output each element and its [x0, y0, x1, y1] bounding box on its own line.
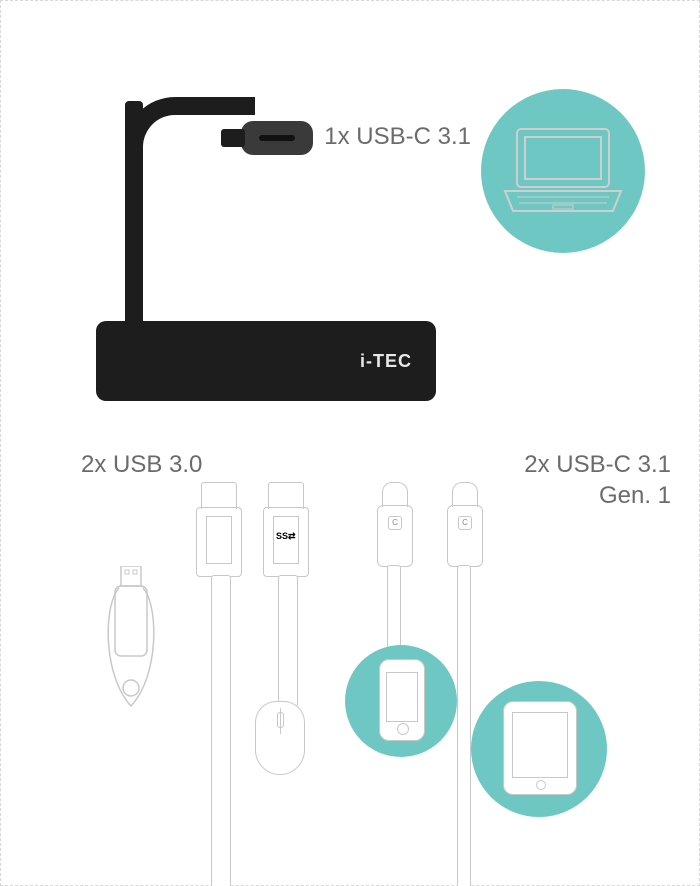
superspeed-label: SS⇄: [276, 531, 296, 542]
usb-c-connector: [241, 121, 313, 155]
brand-logo: i-TEC: [360, 351, 412, 372]
mouse-icon: [255, 701, 305, 775]
label-right: 2x USB-C 3.1 Gen. 1: [471, 449, 671, 511]
usb-c-cable-2: [457, 565, 471, 886]
usb-a-plug-1: [196, 507, 242, 577]
hub-cable-horizontal: [201, 97, 245, 115]
usb-c-plug-1: C: [377, 505, 413, 567]
hub-body: i-TEC: [96, 321, 436, 401]
usb-a-cable-1: [211, 575, 231, 886]
phone-icon: [379, 659, 425, 741]
diagram-stage: 1x USB-C 3.1 i-TEC 2x USB 3.0 2x USB-C 3…: [0, 0, 700, 886]
flash-drive-icon: [101, 566, 161, 711]
laptop-icon: [499, 125, 627, 221]
usb-a-cable-2: [278, 575, 298, 707]
usb-a-plug-2: SS⇄: [263, 507, 309, 577]
tablet-icon: [503, 701, 577, 795]
label-left: 2x USB 3.0: [81, 449, 261, 480]
label-top: 1x USB-C 3.1: [291, 121, 471, 152]
usb-c-plug-2: C: [447, 505, 483, 567]
